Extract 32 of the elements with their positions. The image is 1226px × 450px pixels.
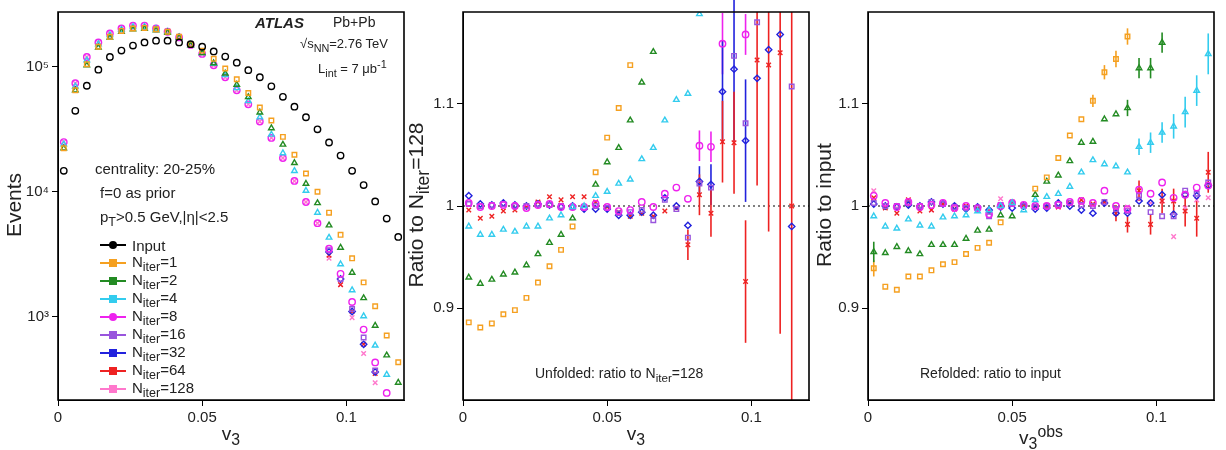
annotation: Refolded: ratio to input — [920, 365, 1061, 381]
y-axis-title: Events — [2, 172, 26, 238]
y-tick-label: 1 — [850, 196, 859, 214]
y-tick-label: 10³ — [27, 306, 49, 324]
x-tick-label: 0 — [863, 408, 873, 426]
annotation: ATLAS — [255, 14, 304, 31]
annotation: L$_{int}$ = 7 μb$^{-1}$ — [318, 58, 387, 79]
legend-label: Input — [132, 236, 166, 254]
x-tick-label: 0 — [458, 408, 468, 426]
y-tick-label: 1.1 — [433, 94, 454, 112]
annotation: p$_{T}$>0.5 GeV,|η|<2.5 — [100, 208, 229, 229]
y-tick-label: 1.1 — [838, 94, 859, 112]
x-tick-label: 0 — [53, 408, 63, 426]
x-axis-title: v$_{3}$ — [220, 423, 242, 448]
annotation: Unfolded: ratio to N$_{iter}$=128 — [535, 365, 704, 384]
y-tick-label: 0.9 — [433, 298, 454, 316]
y-tick-label: 0.9 — [838, 298, 859, 316]
annotation: centrality: 20-25% — [95, 160, 216, 177]
x-tick-label: 0.1 — [335, 408, 357, 426]
annotation: f=0 as prior — [100, 184, 176, 201]
y-axis-title: Ratio to input — [812, 143, 836, 267]
x-axis-title: v$_{3}$ — [625, 423, 647, 448]
x-tick-label: 0.1 — [1145, 408, 1167, 426]
x-tick-label: 0.05 — [997, 408, 1027, 426]
y-tick-label: 1 — [445, 196, 454, 214]
x-tick-label: 0.05 — [187, 408, 217, 426]
y-tick-label: 10⁴ — [25, 181, 49, 199]
x-tick-label: 0.1 — [740, 408, 762, 426]
annotation: √s$_{NN}$=2.76 TeV — [300, 36, 388, 54]
x-tick-label: 0.05 — [592, 408, 622, 426]
annotation: Pb+Pb — [333, 14, 376, 30]
y-tick-label: 10⁵ — [26, 57, 49, 75]
